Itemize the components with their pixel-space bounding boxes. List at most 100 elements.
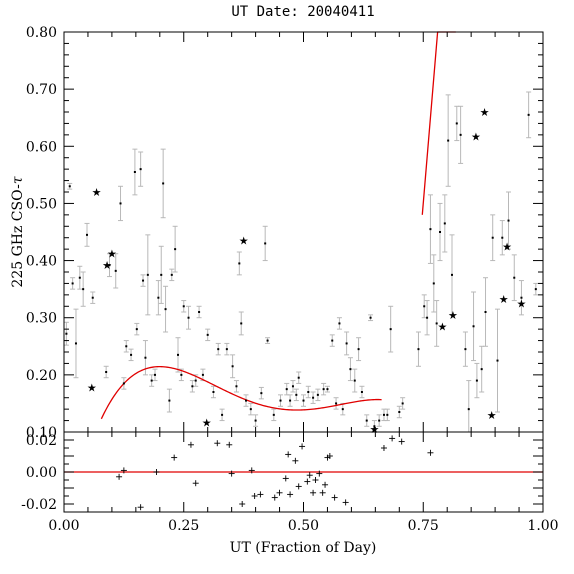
data-point-17 bbox=[139, 168, 142, 171]
data-point-41 bbox=[221, 413, 224, 416]
residual-23 bbox=[306, 472, 313, 479]
data-point-103 bbox=[496, 359, 499, 362]
chart-title: UT Date: 20040411 bbox=[231, 4, 374, 20]
residual-35 bbox=[398, 438, 405, 445]
data-point-78 bbox=[378, 419, 381, 422]
data-point-84 bbox=[417, 348, 420, 351]
data-point-59 bbox=[297, 376, 300, 379]
data-point-43 bbox=[231, 365, 234, 368]
data-point-13 bbox=[125, 345, 128, 348]
y-tick-label-4: 0.50 bbox=[26, 196, 57, 212]
flagged-point-7: ★ bbox=[437, 320, 447, 333]
data-point-82 bbox=[398, 411, 401, 413]
residual-2 bbox=[137, 504, 144, 511]
x-tick-label-1: 0.25 bbox=[168, 518, 199, 534]
data-point-90 bbox=[439, 231, 442, 233]
data-point-20 bbox=[146, 273, 149, 276]
data-point-67 bbox=[335, 402, 338, 405]
residuals-layer bbox=[64, 435, 543, 511]
x-tick-label-4: 1.00 bbox=[527, 518, 558, 534]
data-point-81 bbox=[389, 328, 392, 331]
data-point-34 bbox=[191, 385, 194, 388]
x-tick-label-0: 0.00 bbox=[48, 518, 79, 534]
data-point-65 bbox=[326, 388, 329, 391]
residual-24 bbox=[310, 489, 317, 496]
data-point-32 bbox=[182, 305, 185, 308]
residual-10 bbox=[239, 501, 246, 507]
data-point-100 bbox=[480, 368, 483, 371]
flagged-point-3: ★ bbox=[107, 248, 117, 261]
data-point-1 bbox=[68, 185, 71, 188]
axes-layer: 0.00 0.25 0.50 0.75 1.00 0.10 0.20 0.30 0.40 0.50… bbox=[21, 25, 558, 534]
data-point-23 bbox=[157, 296, 160, 299]
data-point-60 bbox=[302, 399, 305, 402]
data-point-45 bbox=[238, 262, 241, 265]
data-point-33 bbox=[187, 316, 190, 319]
data-point-87 bbox=[429, 228, 432, 231]
data-point-19 bbox=[144, 356, 147, 359]
data-point-54 bbox=[279, 399, 282, 402]
resid-y-tick-label-0: 0.02 bbox=[26, 433, 57, 449]
data-point-99 bbox=[475, 379, 478, 382]
data-point-18 bbox=[142, 279, 145, 282]
data-point-42 bbox=[225, 348, 228, 351]
data-point-68 bbox=[338, 322, 341, 325]
data-point-51 bbox=[264, 242, 267, 245]
flagged-point-6: ★ bbox=[369, 423, 379, 436]
residual-19 bbox=[292, 457, 299, 464]
data-point-9 bbox=[108, 264, 111, 267]
data-point-86 bbox=[426, 316, 429, 319]
data-point-30 bbox=[177, 353, 180, 356]
data-point-104 bbox=[501, 236, 504, 239]
residual-15 bbox=[276, 489, 283, 496]
residual-13 bbox=[257, 491, 264, 498]
data-point-36 bbox=[198, 311, 201, 313]
residual-12 bbox=[251, 493, 258, 499]
y-axis-label-symbol: τ bbox=[10, 176, 26, 184]
data-point-79 bbox=[382, 413, 385, 416]
data-point-44 bbox=[235, 385, 238, 388]
data-point-94 bbox=[455, 122, 458, 125]
flagged-point-5: ★ bbox=[239, 235, 249, 248]
data-point-83 bbox=[401, 402, 404, 405]
flagged-point-10: ★ bbox=[480, 106, 490, 119]
flagged-point-2: ★ bbox=[102, 259, 112, 272]
data-point-85 bbox=[423, 305, 426, 308]
data-point-62 bbox=[312, 396, 315, 399]
flagged-point-11: ★ bbox=[487, 409, 497, 422]
flagged-point-4: ★ bbox=[202, 416, 212, 429]
residual-5 bbox=[187, 441, 194, 448]
data-point-75 bbox=[365, 419, 368, 422]
residual-33 bbox=[380, 445, 387, 451]
residual-8 bbox=[226, 441, 233, 448]
y-tick-label-1: 0.20 bbox=[26, 368, 57, 384]
x-tick-label-2: 0.50 bbox=[288, 518, 319, 534]
data-point-47 bbox=[245, 399, 248, 402]
residual-34 bbox=[389, 435, 396, 442]
data-point-101 bbox=[484, 311, 487, 313]
data-point-7 bbox=[91, 296, 94, 299]
residual-0 bbox=[116, 473, 123, 480]
y-tick-label-2: 0.30 bbox=[26, 311, 57, 327]
data-point-49 bbox=[254, 419, 257, 422]
data-point-91 bbox=[443, 222, 446, 225]
data-point-89 bbox=[435, 322, 438, 325]
data-point-27 bbox=[168, 399, 171, 402]
data-point-109 bbox=[534, 288, 537, 291]
flagged-point-9: ★ bbox=[471, 131, 481, 144]
flagged-point-1: ★ bbox=[92, 186, 102, 199]
data-point-16 bbox=[135, 328, 138, 331]
data-point-22 bbox=[154, 373, 157, 376]
data-point-56 bbox=[289, 399, 292, 402]
data-point-57 bbox=[291, 385, 294, 388]
y-axis-label: 225 GHz CSO-τ bbox=[10, 176, 26, 287]
measurement-97 bbox=[466, 380, 472, 433]
x-tick-label-3: 0.75 bbox=[408, 518, 439, 534]
data-point-25 bbox=[162, 182, 165, 185]
data-point-108 bbox=[527, 113, 530, 116]
residual-28 bbox=[322, 481, 329, 488]
residual-22 bbox=[304, 478, 311, 485]
data-point-31 bbox=[180, 373, 183, 376]
data-point-21 bbox=[150, 379, 153, 382]
